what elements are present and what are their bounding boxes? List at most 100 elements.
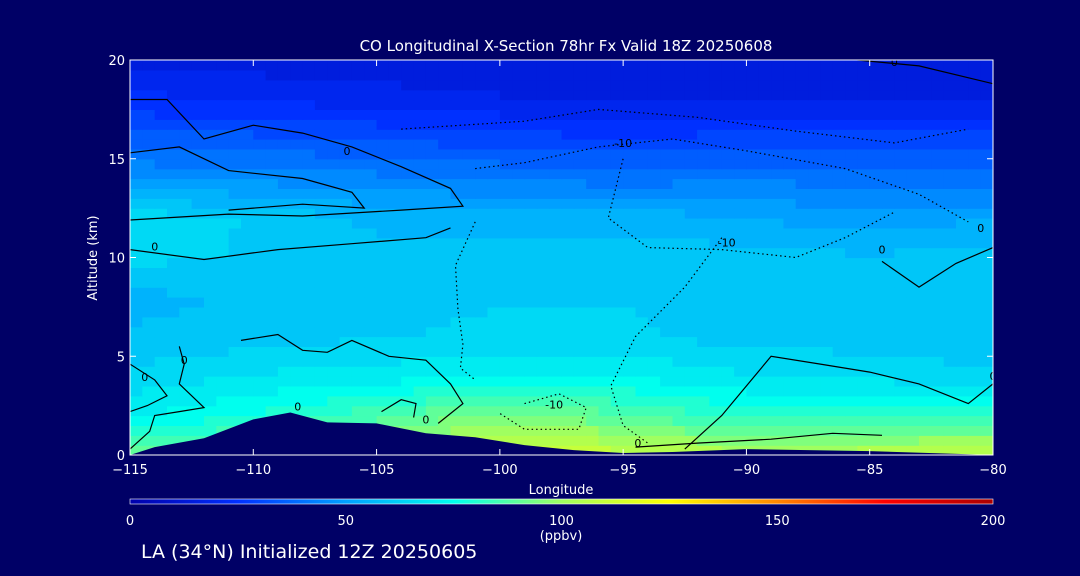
heatmap-cell (882, 60, 895, 71)
heatmap-cell (845, 405, 858, 417)
heatmap-cell (425, 385, 439, 397)
heatmap-cell (697, 69, 710, 81)
heatmap-cell (968, 287, 982, 298)
heatmap-cell (241, 257, 254, 268)
heatmap-cell (882, 415, 895, 426)
heatmap-cell (684, 395, 698, 407)
heatmap-cell (943, 198, 957, 209)
heatmap-cell (894, 435, 908, 446)
heatmap-cell (968, 297, 982, 308)
heatmap-cell (241, 405, 254, 417)
heatmap-cell (734, 69, 747, 81)
heatmap-cell (179, 99, 193, 110)
heatmap-cell (524, 129, 538, 140)
heatmap-cell (943, 267, 957, 278)
heatmap-cell (623, 119, 636, 130)
heatmap-cell (931, 297, 945, 308)
heatmap-cell (142, 395, 156, 407)
heatmap-cell (536, 218, 550, 229)
heatmap-cell (882, 119, 895, 130)
x-tick-label: −85 (856, 463, 883, 478)
heatmap-cell (154, 336, 168, 347)
heatmap-cell (573, 148, 587, 160)
heatmap-cell (425, 158, 439, 170)
heatmap-cell (413, 395, 427, 407)
heatmap-cell (241, 89, 254, 101)
heatmap-cell (549, 326, 563, 338)
heatmap-cell (524, 198, 538, 209)
heatmap-cell (820, 445, 834, 455)
heatmap-cell (746, 129, 760, 140)
heatmap-cell (425, 148, 439, 160)
heatmap-cell (425, 139, 439, 150)
heatmap-cell (573, 188, 587, 199)
heatmap-cell (351, 198, 365, 209)
heatmap-cell (820, 109, 834, 120)
heatmap-cell (216, 376, 230, 387)
heatmap-cell (598, 376, 612, 387)
heatmap-cell (277, 385, 291, 397)
heatmap-cell (277, 99, 291, 110)
heatmap-cell (179, 297, 193, 308)
heatmap-cell (290, 69, 304, 81)
heatmap-cell (549, 277, 563, 288)
heatmap-cell (721, 60, 735, 71)
heatmap-cell (771, 79, 784, 91)
heatmap-cell (919, 425, 932, 436)
heatmap-cell (290, 89, 304, 101)
heatmap-cell (931, 139, 945, 150)
heatmap-cell (598, 356, 612, 367)
heatmap-cell (635, 79, 649, 91)
heatmap-cell (401, 188, 415, 199)
heatmap-cell (586, 267, 600, 278)
heatmap-cell (783, 99, 797, 110)
heatmap-cell (635, 227, 649, 239)
heatmap-cell (290, 306, 304, 318)
heatmap-cell (586, 415, 600, 426)
heatmap-cell (610, 158, 624, 170)
heatmap-cell (808, 69, 821, 81)
heatmap-cell (906, 385, 920, 397)
heatmap-cell (376, 376, 390, 387)
heatmap-cell (709, 109, 723, 120)
contour-label: -10 (545, 399, 563, 412)
heatmap-cell (845, 366, 858, 377)
heatmap-cell (499, 198, 513, 209)
heatmap-cell (327, 129, 341, 140)
heatmap-cell (734, 297, 747, 308)
heatmap-cell (401, 297, 415, 308)
heatmap-cell (425, 129, 439, 140)
heatmap-cell (672, 366, 686, 377)
heatmap-cell (512, 208, 526, 219)
heatmap-cell (561, 405, 575, 417)
heatmap-cell (610, 79, 624, 91)
heatmap-cell (475, 79, 489, 91)
heatmap-cell (401, 277, 415, 288)
heatmap-cell (253, 395, 267, 407)
heatmap-cell (512, 356, 526, 367)
heatmap-cell (980, 376, 993, 387)
heatmap-cell (216, 237, 230, 249)
heatmap-cell (586, 109, 600, 120)
heatmap-cell (845, 237, 858, 249)
heatmap-cell (462, 356, 476, 367)
heatmap-cell (956, 99, 969, 110)
heatmap-cell (241, 306, 254, 318)
heatmap-cell (376, 158, 390, 170)
heatmap-cell (894, 257, 908, 268)
x-tick-label: −100 (482, 463, 518, 478)
heatmap-cell (783, 415, 797, 426)
heatmap-cell (894, 366, 908, 377)
heatmap-cell (783, 79, 797, 91)
heatmap-cell (906, 306, 920, 318)
heatmap-cell (290, 297, 304, 308)
heatmap-cell (388, 99, 402, 110)
heatmap-cell (586, 218, 600, 229)
heatmap-cell (376, 168, 390, 180)
heatmap-cell (499, 376, 513, 387)
heatmap-cell (388, 366, 402, 377)
x-tick-label: −115 (112, 463, 148, 478)
heatmap-cell (623, 297, 636, 308)
heatmap-cell (721, 188, 735, 199)
heatmap-cell (536, 139, 550, 150)
